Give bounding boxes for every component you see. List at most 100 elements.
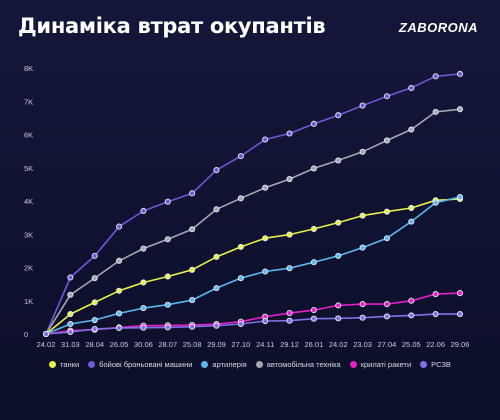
data-point-3 — [91, 275, 98, 282]
y-axis: 0 1K 2K 3K 4K 5K 6K 7K 8K — [24, 64, 33, 339]
data-point-0 — [140, 279, 147, 286]
x-tick-label: 27.04 — [378, 340, 397, 349]
data-point-5 — [67, 328, 74, 336]
data-point-5 — [335, 315, 342, 322]
data-point-5 — [359, 314, 366, 321]
data-point-2 — [116, 310, 123, 317]
data-point-2 — [213, 285, 220, 292]
x-tick-label: 29.06 — [451, 340, 470, 349]
data-point-2 — [91, 316, 98, 324]
data-point-5 — [262, 317, 269, 325]
legend-label: автомобільна техніка — [266, 360, 341, 369]
legend-swatch — [420, 361, 428, 368]
data-point-3 — [116, 257, 123, 264]
data-point-2 — [310, 259, 317, 266]
data-point-2 — [140, 305, 147, 312]
data-point-1 — [189, 190, 196, 197]
data-point-5 — [140, 324, 147, 331]
x-tick-label: 24.02 — [329, 340, 348, 349]
x-tick-label: 24.02 — [37, 340, 56, 349]
series-line-0 — [45, 198, 461, 335]
data-point-0 — [116, 287, 123, 294]
data-point-1 — [140, 207, 147, 215]
data-point-3 — [335, 157, 342, 164]
data-point-5 — [213, 322, 220, 329]
chart-legend: танки бойові броньовані машини артилерія ав… — [0, 360, 500, 369]
x-tick-label: 23.03 — [353, 340, 372, 349]
data-point-3 — [140, 245, 147, 252]
legend-item: артилерія — [201, 360, 247, 369]
data-point-0 — [213, 253, 220, 260]
data-point-5 — [432, 310, 439, 318]
data-point-5 — [456, 310, 464, 318]
data-point-0 — [335, 219, 342, 226]
data-point-3 — [310, 165, 317, 172]
x-tick-label: 30.06 — [134, 340, 153, 349]
data-point-1 — [213, 167, 220, 174]
data-point-0 — [67, 310, 74, 318]
data-point-0 — [383, 208, 390, 215]
x-tick-label: 27.10 — [231, 340, 250, 349]
data-point-1 — [67, 274, 74, 281]
data-point-3 — [67, 291, 74, 298]
data-point-5 — [164, 324, 171, 331]
data-point-2 — [262, 268, 269, 275]
data-point-1 — [164, 198, 171, 205]
data-point-5 — [42, 330, 50, 338]
data-point-0 — [310, 225, 317, 232]
data-point-5 — [286, 317, 293, 324]
data-point-4 — [335, 302, 342, 309]
data-point-2 — [164, 301, 171, 308]
data-point-5 — [408, 312, 415, 319]
series-lines — [45, 73, 461, 335]
data-point-0 — [262, 235, 269, 242]
legend-item: автомобільна техніка — [255, 360, 341, 369]
x-tick-label: 25.08 — [183, 340, 202, 349]
x-tick-label: 25.05 — [402, 340, 421, 349]
data-point-1 — [383, 93, 390, 100]
data-point-2 — [189, 297, 196, 304]
data-point-1 — [237, 153, 244, 160]
data-point-3 — [286, 176, 293, 183]
y-tick-label: 7K — [24, 97, 33, 106]
legend-item: бойові броньовані машини — [88, 360, 192, 369]
data-point-1 — [335, 112, 342, 119]
legend-item: крилаті ракети — [349, 360, 411, 369]
data-point-2 — [359, 244, 366, 251]
legend-label: танки — [60, 360, 80, 369]
data-point-4 — [432, 291, 439, 298]
data-point-0 — [189, 266, 196, 273]
data-point-3 — [213, 206, 220, 213]
y-tick-label: 6K — [24, 131, 33, 140]
data-point-1 — [359, 102, 366, 109]
data-point-4 — [286, 310, 293, 317]
data-point-2 — [408, 218, 415, 225]
legend-item: танки — [49, 360, 79, 369]
data-point-5 — [310, 315, 317, 322]
x-tick-label: 26.05 — [110, 340, 129, 349]
data-point-2 — [432, 199, 439, 206]
x-tick-label: 31.03 — [61, 340, 80, 349]
data-point-1 — [262, 136, 269, 143]
x-tick-label: 24.11 — [256, 340, 274, 349]
legend-swatch — [201, 361, 209, 368]
x-tick-label: 22.06 — [426, 340, 445, 349]
x-tick-label: 26.01 — [304, 340, 323, 349]
data-point-0 — [359, 212, 366, 219]
data-point-1 — [91, 252, 98, 259]
data-point-1 — [116, 223, 123, 230]
legend-swatch — [349, 361, 357, 368]
legend-item: РСЗВ — [420, 360, 451, 369]
data-point-4 — [456, 290, 464, 297]
data-point-5 — [383, 313, 390, 320]
data-point-3 — [383, 137, 390, 144]
x-axis: 24.02 31.03 28.04 26.05 30.06 28.07 25.08 29.09… — [37, 340, 470, 349]
y-tick-label: 5K — [24, 164, 33, 173]
data-point-3 — [456, 106, 464, 113]
y-tick-label: 8K — [24, 64, 33, 73]
legend-label: РСЗВ — [431, 360, 451, 369]
series-line-5 — [45, 313, 460, 335]
data-point-4 — [408, 297, 415, 304]
legend-swatch — [88, 361, 96, 368]
